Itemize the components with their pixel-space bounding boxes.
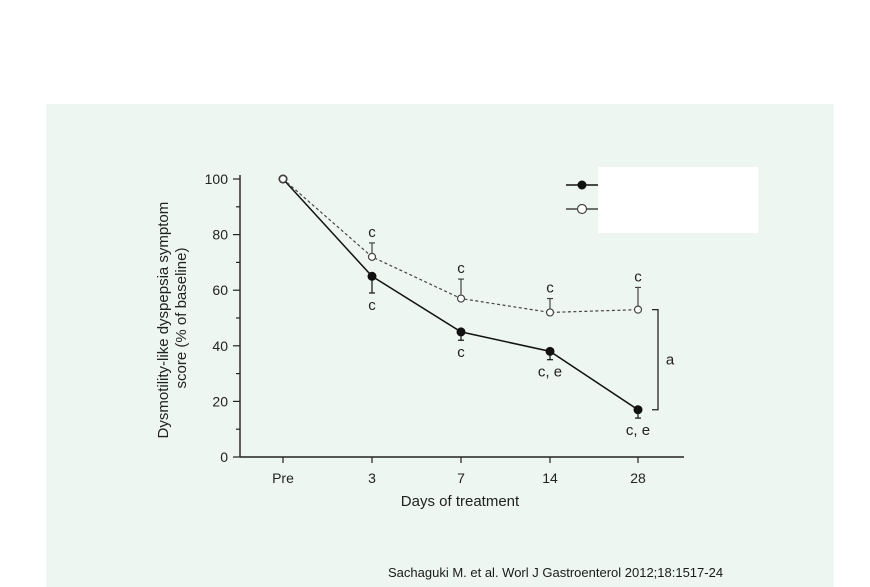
y-tick-label: 0 [220, 449, 228, 465]
significance-label: c [457, 260, 465, 277]
significance-label: c, e [538, 364, 562, 381]
y-axis-label-line-2: score (% of baseline) [173, 248, 190, 389]
annotation-layer: c c c, e c, e c c c c a [368, 224, 675, 439]
significance-bracket [652, 309, 659, 411]
series-2-point [278, 174, 288, 184]
significance-label: c [368, 224, 376, 241]
legend-label-cover [598, 167, 758, 233]
x-tick-label: 28 [630, 470, 646, 486]
series-2-point [367, 252, 377, 261]
x-tick-label: 7 [457, 470, 465, 486]
series-1-point [633, 405, 643, 415]
legend-marker-filled [577, 180, 587, 190]
legend-marker-open [576, 203, 588, 215]
significance-label: c, e [626, 422, 650, 439]
legend [566, 180, 598, 215]
axes: 0 20 40 60 80 100 Pre 3 7 14 28 [205, 171, 684, 486]
series-1-point [367, 271, 377, 281]
y-tick-label: 100 [205, 171, 229, 187]
significance-label: c [457, 344, 465, 361]
significance-label: c [546, 280, 554, 297]
significance-label: c [368, 297, 376, 314]
series-layer [278, 174, 643, 419]
y-axis-label-line-1: Dysmotility-like dyspepsia symptom [155, 202, 172, 439]
y-axis-label: Dysmotility-like dyspepsia symptom score… [155, 198, 190, 439]
citation-text: Sachaguki M. et al. Worl J Gastroenterol… [388, 565, 724, 580]
bracket-label: a [666, 352, 675, 369]
series-1-point [456, 327, 466, 337]
x-axis-label: Days of treatment [401, 493, 520, 510]
y-tick-label: 80 [212, 227, 228, 243]
x-tick-label: 3 [368, 470, 376, 486]
series-2-point [545, 308, 555, 317]
y-tick-label: 60 [212, 282, 228, 298]
x-tick-label: 14 [542, 470, 558, 486]
y-tick-label: 20 [212, 393, 228, 409]
x-tick-label: Pre [272, 470, 294, 486]
significance-label: c [634, 268, 642, 285]
series-2-point [633, 305, 643, 314]
series-2-point [456, 294, 466, 303]
series-1-point [545, 346, 555, 356]
y-tick-label: 40 [212, 338, 228, 354]
